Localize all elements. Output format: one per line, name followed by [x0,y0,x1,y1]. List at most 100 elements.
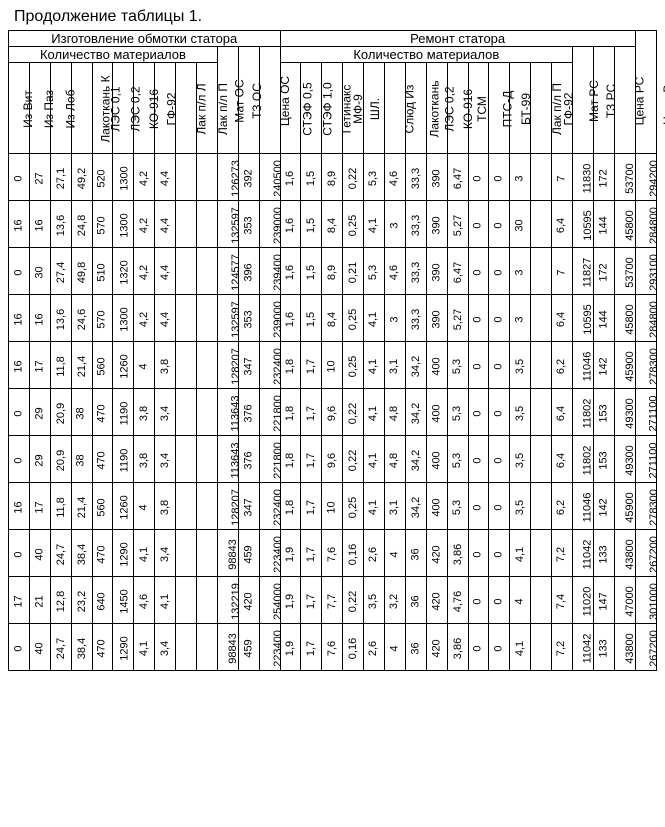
table-cell: 30 [29,248,50,295]
table-cell: 6,4 [552,389,573,436]
table-cell: 11802 [573,389,594,436]
table-cell: 11,8 [50,342,71,389]
table-cell [176,342,197,389]
table-cell: 1300 [113,201,134,248]
table-cell: 240500 [259,154,280,201]
table-cell: 3,5 [510,436,531,483]
table-cell: 0,16 [343,530,364,577]
table-cell: 16 [29,201,50,248]
table-cell: 1290 [113,624,134,671]
table-cell [531,624,552,671]
table-cell: 3,2 [385,577,406,624]
col-18: Слюд Из [385,63,406,154]
table-cell: 1190 [113,389,134,436]
table-row: 161613,624,657013004,24,4132597353239000… [9,295,657,342]
table-cell: 3,1 [385,483,406,530]
table-cell: 400 [426,483,447,530]
table-cell: 1,5 [301,295,322,342]
table-cell: 570 [92,201,113,248]
table-row: 161711,821,4560126043,81282073472324001,… [9,483,657,530]
table-cell: 1,7 [301,624,322,671]
table-cell: 38 [71,436,92,483]
table-cell: 0 [9,248,30,295]
table-cell: 0,22 [343,389,364,436]
table-cell [197,624,218,671]
table-cell: 0,22 [343,154,364,201]
table-row: 02920,93847011903,83,41136433762218001,8… [9,389,657,436]
table-cell: 98843 [217,530,238,577]
table-cell: 4,6 [385,154,406,201]
table-cell: 223400 [259,624,280,671]
group-stator-make: Изготовление обмотки статора [9,31,281,47]
table-cell: 10 [322,483,343,530]
table-cell: 5,27 [447,295,468,342]
table-cell: 11042 [573,530,594,577]
table-cell: 4,2 [134,248,155,295]
table-cell: 0 [489,389,510,436]
table-cell: 390 [426,154,447,201]
table-cell: 11802 [573,436,594,483]
table-row: 02920,93847011903,83,41136433762218001,8… [9,436,657,483]
table-cell: 4 [385,530,406,577]
table-cell [197,436,218,483]
table-cell: 420 [426,530,447,577]
table-cell: 400 [426,342,447,389]
table-cell: 4,2 [134,154,155,201]
table-cell: 4,2 [134,295,155,342]
table-cell: 0 [468,389,489,436]
table-cell: 6,4 [552,436,573,483]
table-cell: 4,2 [134,201,155,248]
table-cell: 36 [405,530,426,577]
table-cell: 3 [510,295,531,342]
table-cell: 4,4 [155,295,176,342]
table-cell: 172 [593,248,614,295]
table-cell: 4,4 [155,154,176,201]
table-cell: 0 [468,577,489,624]
table-cell: 40 [29,530,50,577]
table-cell: 33,3 [405,154,426,201]
table-cell: 0 [489,201,510,248]
table-cell: 3,5 [510,389,531,436]
table-cell: 53700 [614,248,635,295]
table-cell [197,577,218,624]
table-cell: 4,1 [364,389,385,436]
group-stator-repair: Ремонт статора [280,31,635,47]
table-cell: 1300 [113,154,134,201]
table-cell: 36 [405,577,426,624]
table-cell: 132597 [217,201,238,248]
table-cell: 43800 [614,624,635,671]
table-cell: 284800 [635,201,656,248]
table-cell [176,577,197,624]
table-cell: 221800 [259,436,280,483]
table-cell: 98843 [217,624,238,671]
table-cell: 124577 [217,248,238,295]
table-cell: 142 [593,342,614,389]
table-cell: 6,47 [447,248,468,295]
table-cell: 16 [9,483,30,530]
table-row: 03027,449,851013204,24,41245773962394001… [9,248,657,295]
table-cell: 0,22 [343,577,364,624]
data-table: Изготовление обмотки статора Ремонт стат… [8,30,657,671]
table-cell: 1,7 [301,530,322,577]
col-17: ШЛ. [364,63,385,154]
table-cell: 3,86 [447,624,468,671]
table-row: 04024,738,447012904,13,4988434592234001,… [9,624,657,671]
table-cell: 3,4 [155,389,176,436]
table-cell [176,436,197,483]
table-cell: 11042 [573,624,594,671]
table-cell: 153 [593,389,614,436]
table-cell: 4 [510,577,531,624]
table-cell: 172 [593,154,614,201]
table-cell [176,248,197,295]
table-cell: 0 [468,483,489,530]
table-cell: 3 [510,154,531,201]
table-cell: 3 [385,201,406,248]
table-cell: 0 [489,295,510,342]
table-cell: 33,3 [405,295,426,342]
table-row: 172112,823,264014504,64,1132219420254000… [9,577,657,624]
table-cell [531,483,552,530]
table-cell: 6,4 [552,201,573,248]
page-title: Продолжение таблицы 1. [14,8,657,26]
table-cell: 7,7 [322,577,343,624]
table-cell: 390 [426,201,447,248]
